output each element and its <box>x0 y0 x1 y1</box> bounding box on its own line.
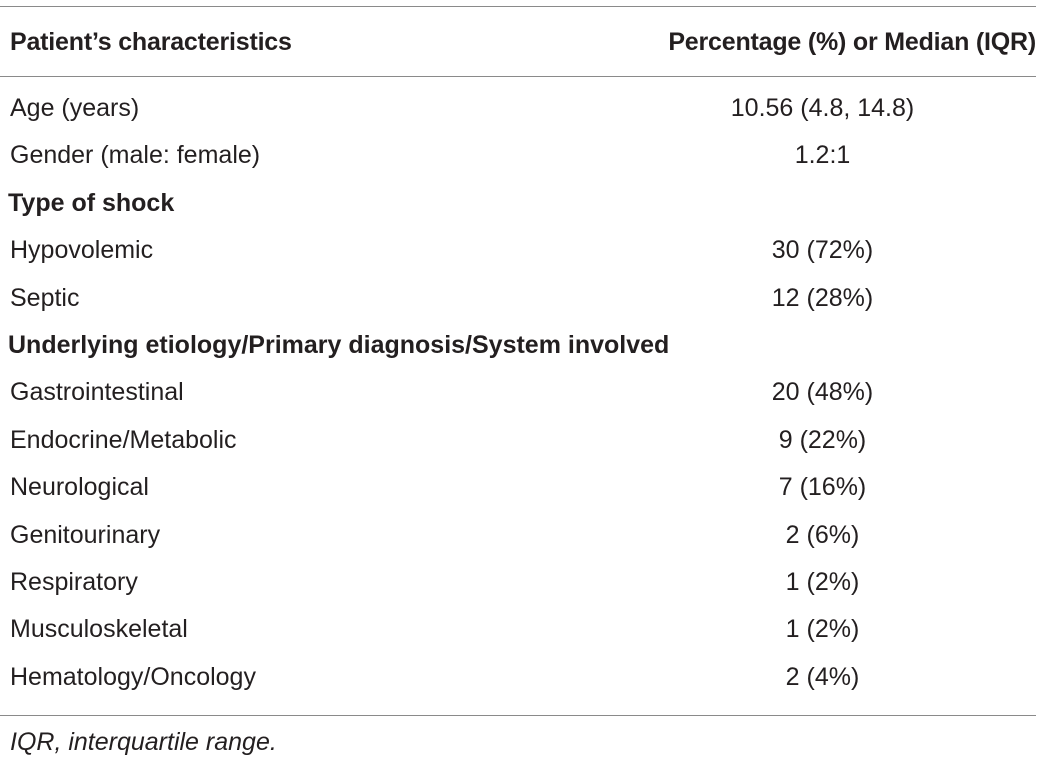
row-label: Neurological <box>10 473 149 502</box>
table-row: Gastrointestinal 20 (48%) <box>0 372 1036 419</box>
section-label: Underlying etiology/Primary diagnosis/Sy… <box>8 330 670 359</box>
row-label: Gender (male: female) <box>10 141 261 170</box>
section-row: Underlying etiology/Primary diagnosis/Sy… <box>0 325 1036 372</box>
table-row: Respiratory 1 (2%) <box>0 562 1036 609</box>
top-rule <box>0 6 1036 7</box>
table-row: Gender (male: female) 1.2:1 <box>0 135 1036 182</box>
row-value: 9 (22%) <box>778 425 867 454</box>
section-label: Type of shock <box>8 188 175 217</box>
row-value: 30 (72%) <box>771 236 874 265</box>
section-row: Type of shock <box>0 183 1036 230</box>
table-row: Hypovolemic 30 (72%) <box>0 230 1036 277</box>
row-value: 7 (16%) <box>778 473 867 502</box>
row-value: 1.2:1 <box>794 141 851 170</box>
table-row: Age (years) 10.56 (4.8, 14.8) <box>0 88 1036 135</box>
row-label: Respiratory <box>10 567 138 596</box>
row-value: 1 (2%) <box>785 615 860 644</box>
row-value: 2 (6%) <box>785 520 860 549</box>
header-characteristics: Patient’s characteristics <box>10 28 292 56</box>
table-row: Septic 12 (28%) <box>0 278 1036 325</box>
table-row: Neurological 7 (16%) <box>0 467 1036 514</box>
row-value: 10.56 (4.8, 14.8) <box>730 94 915 122</box>
row-value: 12 (28%) <box>771 283 874 312</box>
bottom-rule <box>0 715 1036 716</box>
row-value: 20 (48%) <box>771 378 874 407</box>
row-value: 1 (2%) <box>785 567 860 596</box>
row-label: Genitourinary <box>10 520 161 549</box>
table-row: Endocrine/Metabolic 9 (22%) <box>0 420 1036 467</box>
table-header-row: Patient’s characteristics Percentage (%)… <box>0 6 1036 76</box>
row-value: 2 (4%) <box>785 662 860 691</box>
table-row: Genitourinary 2 (6%) <box>0 515 1036 562</box>
row-label: Musculoskeletal <box>10 615 188 644</box>
row-label: Gastrointestinal <box>10 378 184 407</box>
row-label: Septic <box>10 283 80 312</box>
header-percentage-median: Percentage (%) or Median (IQR) <box>668 28 1036 56</box>
row-label: Hematology/Oncology <box>10 662 256 691</box>
table-footnote: IQR, interquartile range. <box>10 728 277 756</box>
table-row: Musculoskeletal 1 (2%) <box>0 609 1036 656</box>
row-label: Endocrine/Metabolic <box>10 425 237 454</box>
header-rule <box>0 76 1036 77</box>
row-label: Hypovolemic <box>10 236 154 265</box>
table-row: Hematology/Oncology 2 (4%) <box>0 657 1036 704</box>
row-label: Age (years) <box>10 94 140 122</box>
table-body: Age (years) 10.56 (4.8, 14.8) Gender (ma… <box>0 88 1036 704</box>
